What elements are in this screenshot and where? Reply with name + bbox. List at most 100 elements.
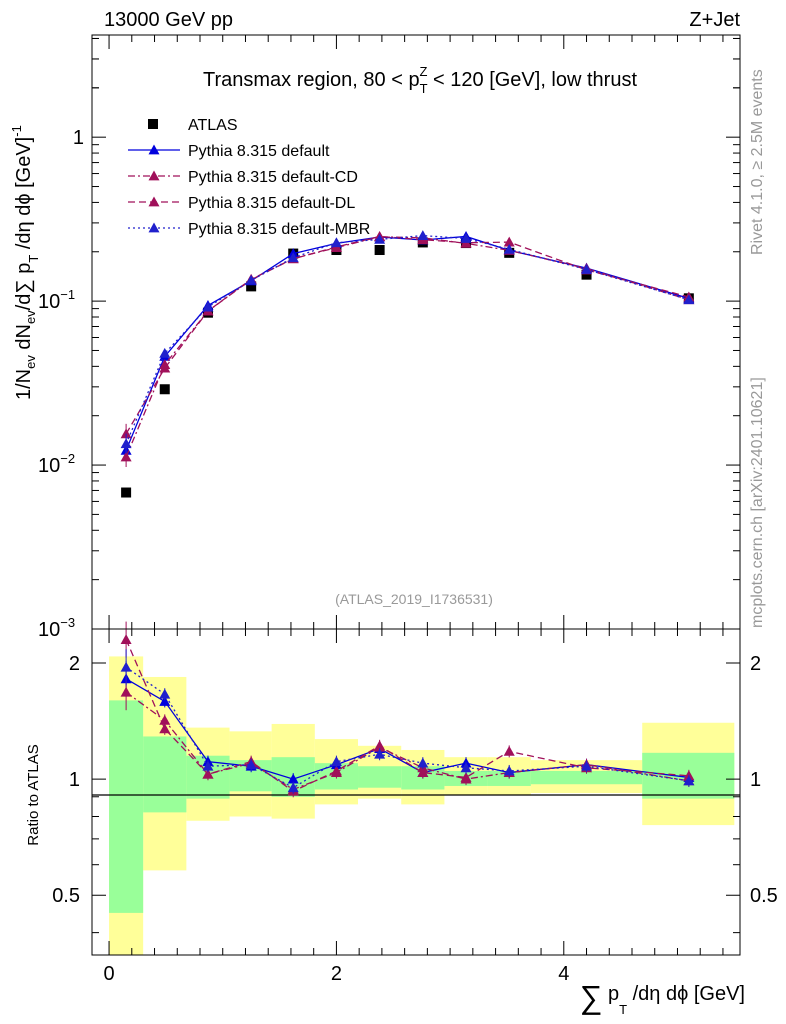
ratio-line [125, 639, 689, 793]
ratio-marker [374, 748, 386, 759]
x-tick-label: 0 [103, 963, 114, 985]
series-line [125, 234, 690, 444]
ratio-marker [503, 745, 515, 756]
analysis-label: (ATLAS_2019_I1736531) [335, 591, 493, 607]
ratio-series [120, 621, 695, 798]
series-pythia-8-315-default [120, 230, 695, 461]
xlabel-sum: ∑ [580, 979, 603, 1015]
series-marker [120, 438, 132, 449]
energy-label: 13000 GeV pp [104, 9, 233, 31]
data-point [159, 384, 170, 395]
y-tick-label: 1 [73, 127, 84, 149]
legend-item: Pythia 8.315 default-MBR [128, 221, 370, 238]
ratio-marker [120, 686, 132, 697]
ratio-panel: 2 2 1 1 0.5 0.5 0 2 4 Ratio to ATLAS ∑ pT /dη dϕ… [25, 621, 778, 1017]
ratio-marker [330, 756, 342, 767]
rivet-label: Rivet 4.1.0, ≥ 2.5M events [749, 69, 766, 255]
band-total-uncertainty [109, 656, 735, 955]
series-line [125, 236, 690, 458]
ylabel-mid2: /d∑ p [13, 263, 35, 311]
ratio-ticks: 2 2 1 1 0.5 0.5 0 2 4 [52, 629, 778, 985]
legend: ATLAS Pythia 8.315 default Pythia 8.315 de… [128, 117, 370, 238]
legend-label: ATLAS [188, 117, 238, 134]
series-marker [330, 237, 342, 248]
ratio-marker [460, 771, 472, 782]
ratio-marker [374, 740, 386, 751]
series-marker [503, 243, 515, 254]
ratio-marker [159, 695, 171, 706]
ratio-marker [581, 760, 593, 771]
data-point [121, 487, 132, 498]
series-marker [159, 362, 171, 373]
main-panel: 110−110−210−3 Transmax region, 80 < pTZ … [9, 34, 741, 641]
series-marker [503, 236, 515, 247]
series-marker [120, 428, 132, 439]
series-pythia-8-315-default-mbr [120, 230, 695, 454]
ratio-y-tick-label: 0.5 [52, 885, 80, 907]
xlabel-p: p [602, 983, 619, 1005]
ratio-marker [202, 768, 214, 779]
ratio-marker [287, 782, 299, 793]
ratio-line [125, 666, 689, 789]
y-tick-exponent: −2 [60, 451, 75, 466]
y-tick-label: 10−1 [38, 287, 75, 313]
ylabel-sub2: ev [23, 310, 38, 324]
legend-label: Pythia 8.315 default [188, 143, 330, 160]
series-marker [460, 232, 472, 243]
legend-marker [148, 196, 160, 207]
ylabel-mid: dN [13, 324, 35, 355]
main-title-sub: T [420, 81, 428, 96]
legend-item: Pythia 8.315 default-CD [128, 169, 358, 186]
main-title: Transmax region, 80 < pTZ < 120 [GeV], l… [203, 64, 637, 96]
main-title-sup: Z [420, 64, 428, 79]
y-tick-label: 10−2 [38, 451, 75, 477]
x-tick-label: 4 [558, 963, 569, 985]
band-bin [358, 766, 402, 788]
ratio-marker [202, 760, 214, 771]
y-tick-label: 10−3 [38, 615, 75, 641]
data-point [246, 281, 257, 292]
data-point [581, 269, 592, 280]
ylabel-suffix: /dη dϕ [GeV] [13, 137, 35, 255]
band-bin [530, 770, 643, 785]
legend-marker [148, 144, 160, 155]
main-series [120, 230, 695, 498]
ratio-plot-frame [91, 628, 741, 956]
legend-label: Pythia 8.315 default-MBR [188, 221, 370, 238]
ratio-y-tick-label-right: 1 [750, 769, 761, 791]
series-marker [159, 347, 171, 358]
series-pythia-8-315-default-cd [120, 231, 695, 467]
ratio-y-tick-label-right: 2 [750, 653, 761, 675]
data-point [374, 245, 385, 256]
series-marker [287, 252, 299, 263]
y-tick-base: 10 [38, 619, 60, 641]
ratio-bands [109, 656, 735, 955]
x-axis-label: ∑ pT /dη dϕ [GeV] [580, 979, 745, 1017]
ratio-marker [460, 762, 472, 773]
series-marker [202, 301, 214, 312]
source-label: mcplots.cern.ch [arXiv:2401.10621] [749, 377, 766, 628]
legend-item: Pythia 8.315 default [128, 143, 330, 160]
legend-label: Pythia 8.315 default-DL [188, 195, 355, 212]
ratio-series-pythia-8-315-default-mbr [120, 649, 695, 794]
ratio-y-tick-label: 2 [69, 653, 80, 675]
ratio-marker [287, 773, 299, 784]
legend-marker [148, 119, 158, 129]
y-tick-base: 10 [38, 455, 60, 477]
process-label: Z+Jet [689, 9, 740, 31]
series-marker [245, 274, 257, 285]
band-bin [109, 700, 144, 913]
ratio-marker [159, 723, 171, 734]
xlabel-sub: T [619, 1002, 627, 1017]
ratio-marker [683, 775, 695, 786]
legend-item: ATLAS [148, 117, 238, 134]
ratio-marker [159, 688, 171, 699]
ylabel-sup: -1 [9, 125, 24, 137]
ratio-marker [120, 634, 132, 644]
ratio-marker [417, 757, 429, 768]
series-marker [581, 263, 593, 274]
x-tick-label: 2 [331, 963, 342, 985]
series-marker [120, 451, 132, 462]
ratio-y-tick-label: 1 [69, 769, 80, 791]
ratio-line [125, 691, 689, 791]
